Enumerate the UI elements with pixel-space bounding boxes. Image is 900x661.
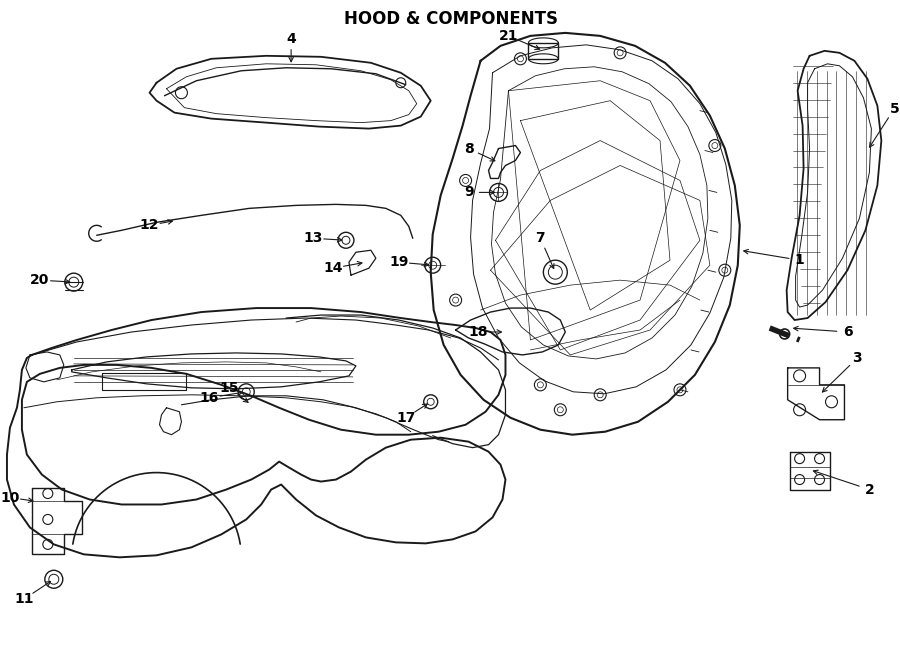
Text: 17: 17: [396, 410, 416, 425]
Text: 12: 12: [140, 218, 159, 232]
Text: 16: 16: [200, 391, 219, 405]
Text: 4: 4: [286, 32, 296, 46]
Text: 7: 7: [536, 231, 545, 245]
Text: 8: 8: [464, 141, 473, 155]
Text: 13: 13: [303, 231, 323, 245]
Text: 14: 14: [323, 261, 343, 275]
Text: 15: 15: [220, 381, 239, 395]
Text: 18: 18: [469, 325, 489, 339]
Text: 21: 21: [499, 29, 518, 43]
Text: 1: 1: [795, 253, 805, 267]
Text: 6: 6: [842, 325, 852, 339]
Text: 19: 19: [389, 255, 409, 269]
Text: 3: 3: [852, 351, 862, 365]
Text: 9: 9: [464, 185, 473, 200]
Text: 11: 11: [14, 592, 33, 606]
Text: 5: 5: [889, 102, 899, 116]
Text: HOOD & COMPONENTS: HOOD & COMPONENTS: [344, 10, 558, 28]
Text: 20: 20: [31, 273, 50, 287]
Text: 10: 10: [0, 490, 20, 504]
Text: 2: 2: [865, 483, 874, 496]
